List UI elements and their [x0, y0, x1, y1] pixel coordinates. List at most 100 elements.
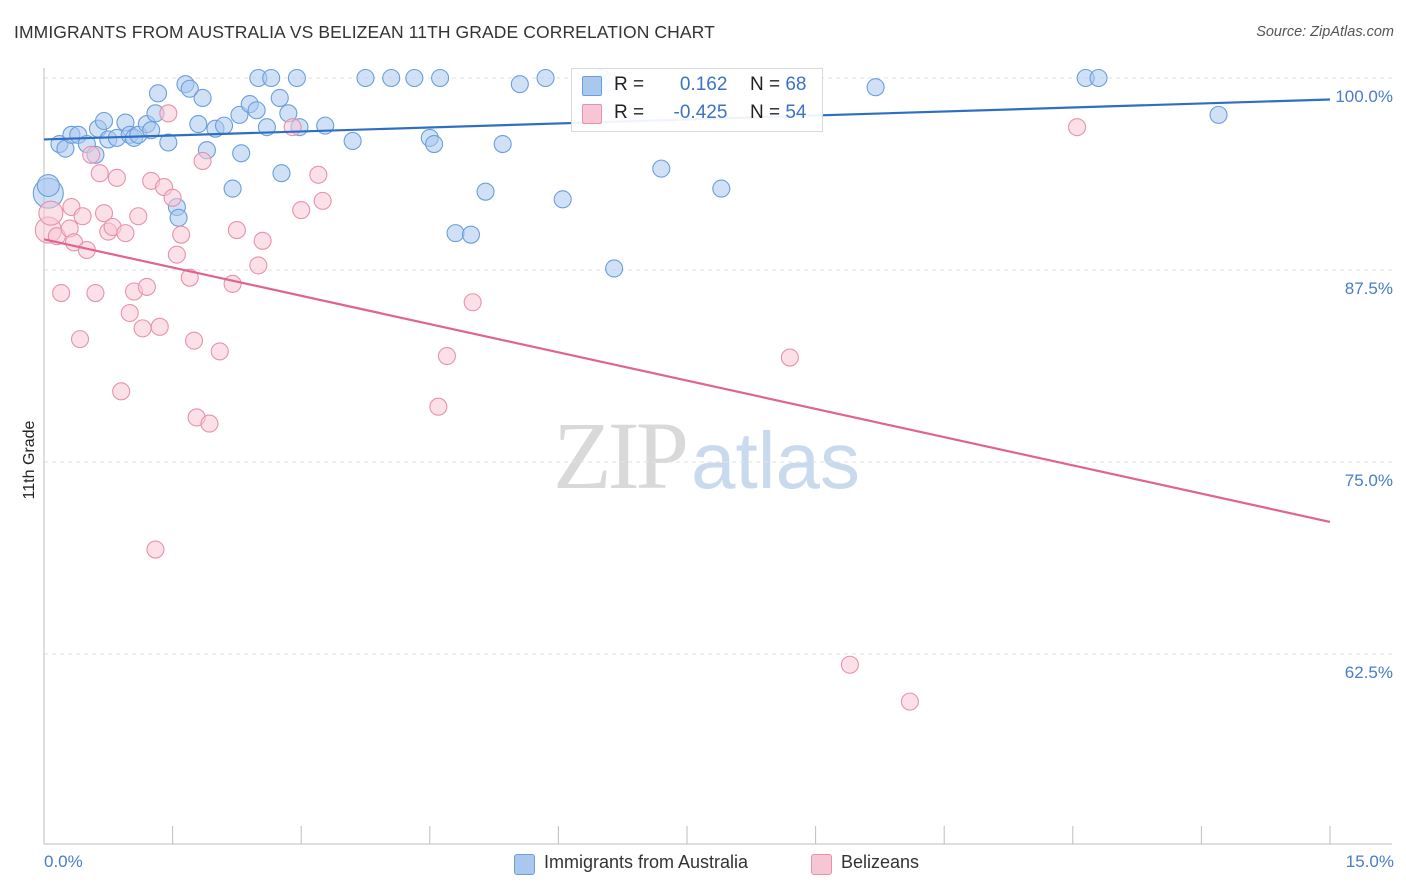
legend-label-australia: Immigrants from Australia [544, 852, 749, 872]
legend-swatch-blue [514, 854, 535, 875]
chart-source: Source: ZipAtlas.com [1256, 24, 1394, 40]
belizean-point [82, 145, 101, 164]
australia-point [272, 164, 291, 183]
australia-point [247, 101, 266, 120]
belizean-point [184, 331, 204, 350]
watermark-zip: ZIP [553, 402, 689, 509]
n-label: N = [749, 102, 781, 123]
belizean-point [116, 224, 135, 243]
australia-point [446, 224, 465, 243]
australia-point [605, 259, 624, 278]
y-tick-label: 87.5% [1345, 279, 1393, 298]
belizean-point [150, 317, 169, 336]
legend-swatch-pink [582, 104, 602, 124]
belizean-point [90, 164, 109, 183]
belizean-point [112, 382, 131, 401]
australia-point [536, 68, 555, 88]
belizean-point [210, 342, 229, 361]
watermark-atlas: atlas [691, 416, 860, 505]
r-value: 0.162 [679, 74, 728, 95]
r-label: R = [614, 102, 645, 123]
belizean-point [429, 397, 448, 416]
r-label: R = [614, 74, 645, 95]
australia-point [159, 133, 178, 152]
n-value: 68 [785, 74, 807, 95]
legend-label-belizeans: Belizeans [841, 852, 920, 872]
legend-swatch-blue [582, 76, 602, 96]
belizean-point [129, 207, 148, 226]
australia-point [189, 115, 208, 134]
australia-point [712, 179, 731, 198]
belizean-point [107, 168, 126, 187]
australia-point [476, 182, 495, 201]
australia-point [866, 78, 885, 97]
series-legend: Immigrants from Australia Belizeans [0, 852, 1406, 878]
belizean-point [309, 165, 328, 184]
australia-point [382, 68, 401, 88]
belizean-point [249, 256, 268, 275]
australia-point [461, 225, 481, 244]
australia-point [232, 144, 251, 163]
australia-point [356, 68, 375, 88]
australia-point [1089, 68, 1108, 88]
belizean-point [86, 283, 105, 303]
australia-point [652, 159, 671, 178]
belizean-point [463, 293, 482, 312]
australia-point [493, 134, 512, 154]
belizean-point [1068, 118, 1087, 137]
belizean-point [38, 200, 64, 226]
belizean-point [137, 277, 156, 296]
belizean-point [193, 151, 212, 170]
chart-title: IMMIGRANTS FROM AUSTRALIA VS BELIZEAN 11… [14, 22, 715, 42]
belizean-point [120, 303, 139, 323]
australia-point [431, 68, 450, 88]
n-value: 54 [785, 102, 807, 123]
belizean-point [159, 104, 178, 123]
belizean-point [227, 221, 246, 240]
australia-point [223, 179, 242, 198]
y-tick-label: 62.5% [1345, 663, 1393, 682]
belizean-point [180, 268, 199, 287]
belizean-point [172, 225, 191, 244]
y-tick-label: 100.0% [1335, 87, 1393, 106]
australia-point [270, 88, 289, 108]
legend-swatch-pink [811, 854, 832, 875]
x-tick-label-max: 15.0% [1345, 852, 1394, 871]
n-label: N = [749, 74, 781, 95]
belizean-point [167, 245, 186, 264]
belizean-point [146, 540, 165, 559]
australia-point [343, 131, 362, 151]
australia-point [193, 88, 212, 108]
belizean-point [292, 201, 311, 220]
australia-point [405, 68, 424, 88]
australia-point [262, 68, 281, 88]
belizean-point [313, 191, 332, 210]
belizean-point [780, 348, 799, 367]
belizean-point [840, 655, 859, 674]
australia-point [553, 190, 572, 209]
australia-point [94, 111, 114, 131]
australia-point [169, 208, 188, 227]
australia-point [142, 121, 161, 140]
australia-point [36, 173, 60, 198]
belizean-point [70, 330, 90, 349]
y-tick-label: 75.0% [1345, 471, 1393, 490]
australia-point [510, 75, 529, 94]
belizean-point [73, 207, 92, 226]
belizean-point [163, 188, 182, 207]
r-value: -0.425 [673, 102, 728, 123]
australia-point [214, 116, 234, 135]
watermark: ZIPatlas [553, 400, 860, 511]
australia-point [148, 84, 168, 103]
belizean-point [133, 319, 152, 338]
belizean-point [900, 692, 919, 711]
australia-point [1209, 105, 1228, 124]
australia-point [180, 79, 199, 98]
belizean-point [200, 414, 219, 433]
australia-point [425, 134, 444, 154]
belizean-point [94, 204, 114, 223]
belizean-point [437, 346, 456, 366]
belizean-point [253, 231, 272, 250]
australia-point [287, 68, 306, 88]
x-tick-label-min: 0.0% [44, 852, 83, 871]
